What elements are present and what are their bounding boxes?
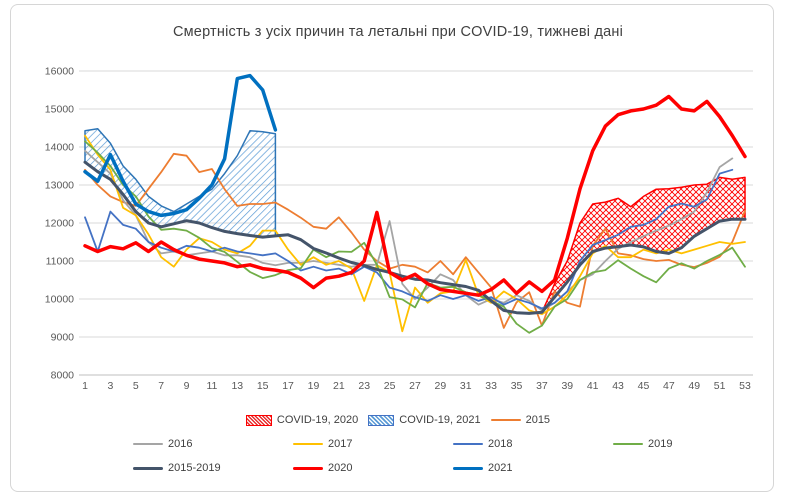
legend-label: 2020	[328, 462, 353, 474]
series-line-2015-2019	[83, 160, 747, 315]
x-tick-49: 49	[688, 380, 700, 392]
legend-label: 2021	[488, 462, 513, 474]
legend-item-2015: 2015	[490, 414, 551, 426]
legend-label: 2017	[328, 438, 353, 450]
x-tick-15: 15	[257, 380, 269, 392]
x-tick-17: 17	[282, 380, 294, 392]
legend-item-covid-19-2021: COVID-19, 2021	[368, 414, 481, 426]
y-tick-16000: 16000	[45, 66, 74, 78]
legend-row-3: 2015-2019 2020 2021	[0, 456, 796, 480]
x-tick-47: 47	[663, 380, 675, 392]
legend-label: 2016	[168, 438, 193, 450]
legend-label: 2018	[488, 438, 513, 450]
x-tick-41: 41	[587, 380, 599, 392]
chart-plot-area: 16000 15000 14000 13000 12000 11000 10000 9000 8…	[45, 66, 753, 392]
x-tick-43: 43	[612, 380, 624, 392]
y-tick-10000: 10000	[45, 294, 74, 306]
legend-swatch-line	[293, 466, 323, 470]
y-tick-9000: 9000	[51, 332, 75, 344]
legend-row-1: COVID-19, 2020 COVID-19, 2021 2015	[0, 408, 796, 432]
legend-label: 2019	[648, 438, 673, 450]
x-tick-31: 31	[460, 380, 472, 392]
y-tick-13000: 13000	[45, 180, 74, 192]
x-tick-13: 13	[231, 380, 243, 392]
x-tick-35: 35	[511, 380, 523, 392]
legend-swatch-line	[613, 443, 643, 445]
legend-item-2018: 2018	[453, 438, 613, 450]
legend-swatch-hatch-red	[245, 414, 272, 426]
x-tick-33: 33	[485, 380, 497, 392]
x-tick-9: 9	[184, 380, 190, 392]
legend-swatch-line	[133, 443, 163, 445]
legend-row-2: 2016 2017 2018 2019	[0, 432, 796, 456]
x-tick-51: 51	[714, 380, 726, 392]
legend-swatch-hatch-blue	[368, 414, 395, 426]
x-tick-19: 19	[308, 380, 320, 392]
x-tick-27: 27	[409, 380, 421, 392]
legend-item-2019: 2019	[613, 438, 773, 450]
x-tick-53: 53	[739, 380, 751, 392]
legend-item-2016: 2016	[133, 438, 293, 450]
series-line-2019	[84, 140, 746, 334]
series-line-2018	[84, 168, 734, 310]
series-line-2015	[84, 152, 746, 329]
legend-swatch-line	[453, 443, 483, 445]
legend-label: 2015	[525, 414, 551, 426]
x-tick-29: 29	[435, 380, 447, 392]
legend-label: 2015-2019	[168, 462, 221, 474]
legend-label: COVID-19, 2021	[399, 414, 481, 426]
legend-item-2015-2019: 2015-2019	[133, 462, 293, 474]
legend-label: COVID-19, 2020	[276, 414, 359, 426]
x-tick-39: 39	[561, 380, 573, 392]
legend-item-2017: 2017	[293, 438, 453, 450]
y-tick-8000: 8000	[51, 370, 75, 382]
x-tick-7: 7	[158, 380, 164, 392]
chart-title: Смертність з усіх причин та летальні при…	[172, 24, 624, 40]
legend-swatch-line	[453, 466, 483, 470]
x-tick-21: 21	[333, 380, 345, 392]
series-line-2017	[84, 134, 746, 333]
x-tick-37: 37	[536, 380, 548, 392]
x-tick-3: 3	[107, 380, 113, 392]
chart-legend: COVID-19, 2020 COVID-19, 2021 2015 2016 2017…	[0, 408, 796, 480]
x-tick-45: 45	[638, 380, 650, 392]
series-line-2020	[83, 94, 747, 297]
legend-item-covid-19-2020: COVID-19, 2020	[245, 414, 359, 426]
legend-swatch-line	[490, 419, 521, 421]
legend-item-2020: 2020	[293, 462, 453, 474]
legend-swatch-line	[293, 443, 323, 445]
x-tick-5: 5	[133, 380, 139, 392]
y-tick-15000: 15000	[45, 104, 74, 116]
legend-swatch-line	[133, 466, 163, 470]
y-tick-12000: 12000	[45, 218, 74, 230]
legend-item-2021: 2021	[453, 462, 613, 474]
x-tick-25: 25	[384, 380, 396, 392]
x-tick-23: 23	[358, 380, 370, 392]
y-tick-14000: 14000	[45, 142, 74, 154]
x-tick-11: 11	[206, 380, 217, 392]
series-line-2021	[83, 73, 278, 218]
y-tick-11000: 11000	[46, 256, 75, 268]
x-tick-1: 1	[82, 380, 88, 392]
